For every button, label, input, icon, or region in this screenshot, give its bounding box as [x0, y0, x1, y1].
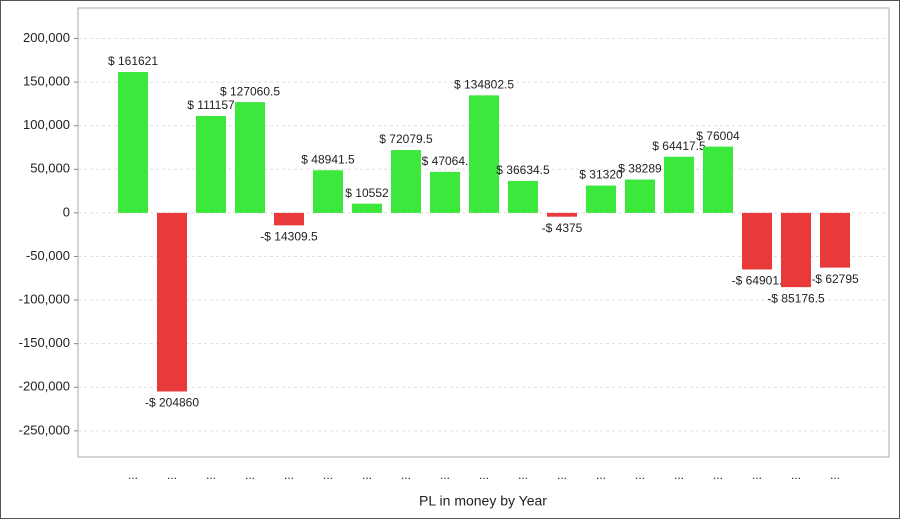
x-tick-label: ... — [440, 468, 450, 482]
bar — [664, 156, 694, 213]
x-tick-label: ... — [830, 468, 840, 482]
bar — [781, 212, 811, 288]
bar — [820, 212, 850, 268]
x-tick-label: ... — [128, 468, 138, 482]
data-label: $ 36634.5 — [496, 163, 550, 177]
data-label: $ 72079.5 — [379, 132, 433, 146]
y-tick-label: -250,000 — [19, 422, 70, 437]
x-tick-label: ... — [713, 468, 723, 482]
bar — [274, 212, 304, 226]
y-tick-label: 150,000 — [23, 74, 70, 89]
data-label: $ 47064. — [422, 154, 469, 168]
bar — [508, 180, 538, 213]
bar — [352, 203, 382, 213]
x-tick-label: ... — [791, 468, 801, 482]
data-label: -$ 62795 — [811, 272, 859, 286]
data-label: $ 161621 — [108, 54, 158, 68]
data-label: $ 48941.5 — [301, 152, 355, 166]
x-tick-label: ... — [362, 468, 372, 482]
bar — [196, 115, 226, 213]
data-label: $ 64417.5 — [652, 139, 706, 153]
bar — [118, 71, 148, 213]
x-tick-label: ... — [674, 468, 684, 482]
data-label: $ 111157 — [187, 98, 235, 112]
bar — [391, 150, 421, 213]
bar — [547, 212, 577, 217]
x-tick-label: ... — [635, 468, 645, 482]
data-label: $ 31320 — [579, 168, 623, 182]
x-tick-label: ... — [596, 468, 606, 482]
bar — [586, 185, 616, 213]
y-tick-label: 100,000 — [23, 117, 70, 132]
x-tick-label: ... — [752, 468, 762, 482]
bar — [157, 212, 187, 392]
data-label: -$ 14309.5 — [260, 230, 318, 244]
data-label: $ 76004 — [696, 129, 740, 143]
y-tick-label: -200,000 — [19, 379, 70, 394]
bar — [313, 170, 343, 213]
y-tick-label: 0 — [63, 204, 70, 219]
x-tick-label: ... — [245, 468, 255, 482]
data-label: -$ 85176.5 — [767, 291, 825, 305]
y-tick-label: 200,000 — [23, 30, 70, 45]
y-tick-label: 50,000 — [30, 161, 70, 176]
data-label: -$ 4375 — [542, 221, 583, 235]
bar — [703, 146, 733, 213]
data-label: $ 134802.5 — [454, 78, 514, 92]
data-label: -$ 64901. — [732, 274, 783, 288]
data-label: -$ 204860 — [145, 396, 199, 410]
x-tick-label: ... — [167, 468, 177, 482]
y-tick-label: -100,000 — [19, 292, 70, 307]
x-axis-label: PL in money by Year — [419, 493, 547, 509]
bar — [742, 212, 772, 270]
bar — [235, 102, 265, 213]
data-label: $ 38289 — [618, 162, 662, 176]
x-tick-label: ... — [401, 468, 411, 482]
bar — [469, 95, 499, 213]
x-tick-label: ... — [557, 468, 567, 482]
data-label: $ 127060.5 — [220, 84, 280, 98]
bar — [430, 171, 460, 213]
x-tick-label: ... — [206, 468, 216, 482]
x-tick-label: ... — [284, 468, 294, 482]
y-tick-label: -50,000 — [26, 248, 70, 263]
x-tick-label: ... — [518, 468, 528, 482]
data-label: $ 10552 — [345, 186, 389, 200]
x-tick-label: ... — [323, 468, 333, 482]
x-tick-label: ... — [479, 468, 489, 482]
y-tick-label: -150,000 — [19, 335, 70, 350]
bar — [625, 179, 655, 213]
